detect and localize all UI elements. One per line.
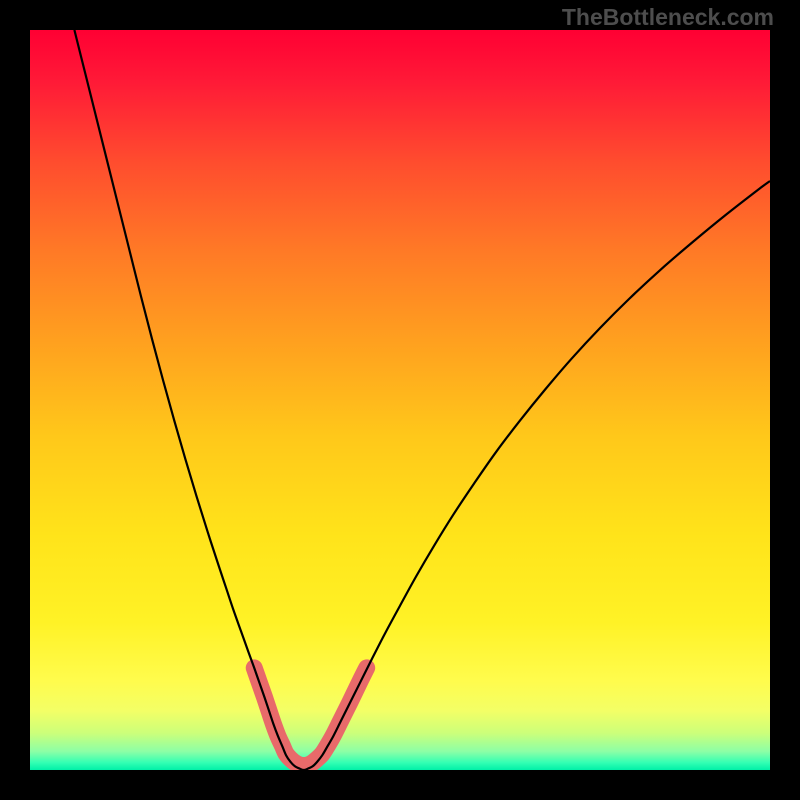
chart-background — [30, 30, 770, 770]
watermark-text: TheBottleneck.com — [562, 4, 774, 31]
bottleneck-chart — [0, 0, 800, 800]
